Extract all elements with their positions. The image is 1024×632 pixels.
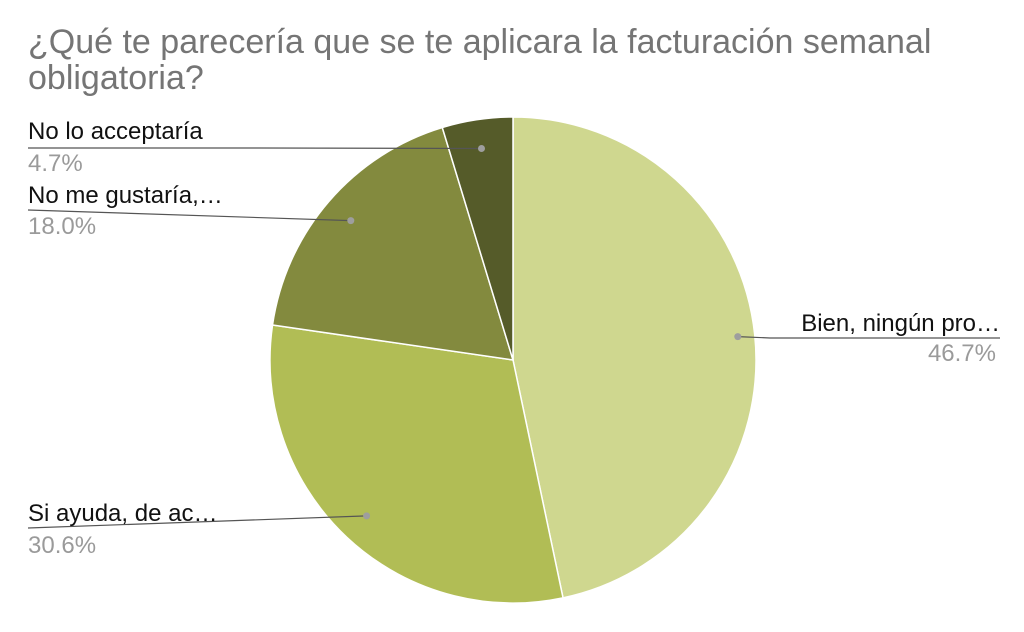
slice-bien [512,116,757,599]
leader-dot [363,512,371,520]
slice-pct-no-lo-acceptaria: 4.7% [28,150,83,177]
slice-label-no-me-gustaria: No me gustaría,… [28,182,223,209]
leader-dot [347,217,355,225]
slice-no-lo-acceptaria [441,116,514,361]
slice-si-ayuda [269,324,564,604]
slice-no-me-gustaria [271,126,515,361]
leader-line [28,147,482,150]
slice-label-bien: Bien, ningún pro… [801,310,1000,337]
leader-line [27,515,367,529]
leader-dot [734,333,742,341]
slice-pct-no-me-gustaria: 18.0% [28,213,97,240]
slice-pct-bien: 46.7% [927,340,996,367]
leader-line [27,209,351,222]
slice-pct-si-ayuda: 30.6% [28,532,97,559]
leader-dot [478,145,485,152]
leader-line [737,336,1000,339]
chart-title: ¿Qué te parecería que se te aplicara la … [28,23,932,97]
slice-label-si-ayuda: Si ayuda, de ac… [28,500,218,527]
slice-label-no-lo-acceptaria: No lo acceptaría [28,118,203,145]
